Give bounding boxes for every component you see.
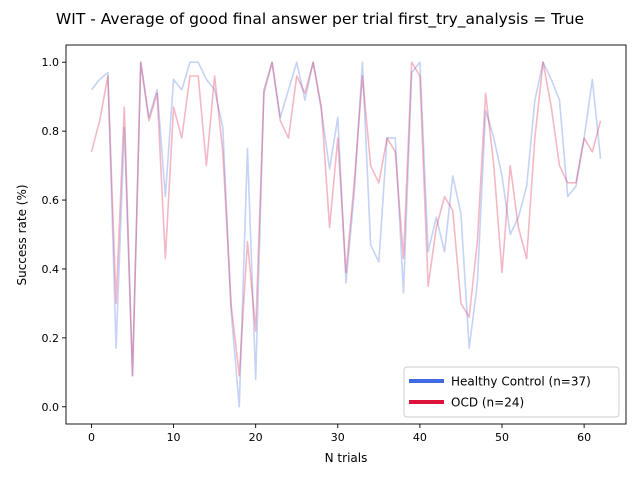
y-tick-label: 0.2 [42,332,60,345]
y-tick-label: 1.0 [42,56,60,69]
y-tick-label: 0.6 [42,194,60,207]
x-tick-label: 50 [495,431,509,444]
legend-box [403,366,620,418]
legend-label: OCD (n=24) [451,396,524,410]
x-tick-label: 10 [167,431,181,444]
x-axis-label: N trials [325,451,368,465]
y-axis-label: Success rate (%) [15,184,29,285]
plot-area: 0 10 20 30 40 50 60 0.0 0.2 0.4 0.6 0.8 1.0 Healthy C… [42,44,627,444]
x-tick-label: 0 [88,431,95,444]
plot-frame [65,44,627,425]
x-tick-label: 40 [413,431,427,444]
series-line-healthy-control [90,61,602,408]
x-tick-label: 20 [249,431,263,444]
y-tick-label: 0.0 [42,401,60,414]
x-tick-label: 30 [331,431,345,444]
chart-title: WIT - Average of good final answer per t… [56,10,584,29]
x-tick-label: 60 [577,431,591,444]
y-tick-label: 0.4 [42,263,60,276]
y-tick-label: 0.8 [42,125,60,138]
series-line-ocd [90,61,602,377]
legend-label: Healthy Control (n=37) [451,375,591,389]
